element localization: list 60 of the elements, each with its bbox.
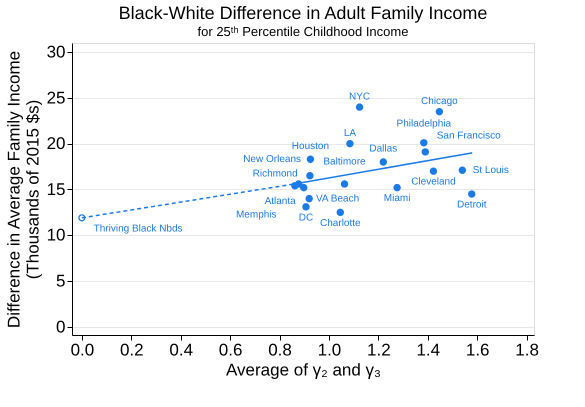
data-label: San Francisco — [436, 130, 502, 142]
x-tick-label: 1.4 — [416, 340, 440, 360]
data-label: DC — [298, 212, 314, 224]
y-tick-label: 10 — [46, 226, 66, 245]
x-tick-label: 0.2 — [120, 340, 144, 360]
x-tick-label: 0.8 — [268, 340, 292, 360]
point — [305, 194, 313, 202]
y-tick-label: 30 — [46, 42, 66, 62]
point — [380, 158, 387, 166]
data-label: Detroit — [457, 200, 487, 211]
data-label: Atlanta — [264, 196, 296, 208]
point — [294, 180, 302, 188]
y-tick-label: 20 — [46, 134, 66, 154]
data-label: Philadelphia — [396, 118, 452, 130]
point — [356, 103, 364, 111]
y-tick-label: 0 — [56, 317, 66, 336]
point — [430, 167, 438, 175]
x-tick-label: 1.2 — [367, 340, 391, 360]
point — [336, 208, 344, 216]
point — [346, 140, 354, 148]
y-tick-label: 15 — [46, 180, 66, 199]
data-label: Baltimore — [323, 156, 366, 168]
y-tick-label: 5 — [56, 271, 66, 290]
data-label: Memphis — [236, 209, 277, 220]
x-tick-label: 0.4 — [169, 340, 194, 360]
data-label: Charlotte — [320, 218, 362, 229]
y-axis-title: Difference in Average Family Income (Thousands of 2015 $s) — [4, 50, 43, 328]
data-label: Cleveland — [411, 176, 456, 188]
chart-subtitle: for 25ᵗʰ Percentile Childhood Income — [198, 24, 408, 39]
y-tick-label: 25 — [46, 88, 66, 108]
data-label: New Orleans — [243, 154, 302, 166]
data-label: St Louis — [472, 165, 509, 176]
x-axis-title: Average of γ₂ and γ₃ — [226, 360, 381, 380]
data-label: Houston — [292, 140, 330, 152]
point — [300, 184, 308, 192]
point — [306, 172, 314, 180]
point — [468, 190, 476, 198]
point — [302, 203, 310, 211]
point — [458, 166, 466, 174]
point — [340, 180, 348, 188]
x-tick-label: 0.0 — [70, 340, 94, 360]
data-label: Thriving Black Nbds — [94, 223, 183, 234]
data-label: LA — [344, 128, 356, 140]
data-label: NYC — [349, 92, 370, 103]
data-label: Dallas — [369, 143, 398, 154]
data-label: Chicago — [421, 96, 458, 108]
chart-title: Black-White Difference in Adult Family Income — [118, 3, 488, 23]
x-tick-label: 1.6 — [466, 340, 490, 360]
point — [436, 108, 444, 116]
x-tick-label: 1.8 — [515, 340, 539, 360]
point — [422, 148, 429, 156]
point — [420, 139, 428, 146]
x-tick-label: 0.6 — [218, 340, 242, 360]
x-tick-label: 1.0 — [318, 340, 342, 360]
point — [78, 214, 86, 222]
data-label: Richmond — [252, 168, 298, 180]
data-label: Miami — [384, 193, 410, 204]
point — [393, 184, 401, 192]
data-label: VA Beach — [316, 194, 360, 205]
point — [306, 156, 314, 163]
